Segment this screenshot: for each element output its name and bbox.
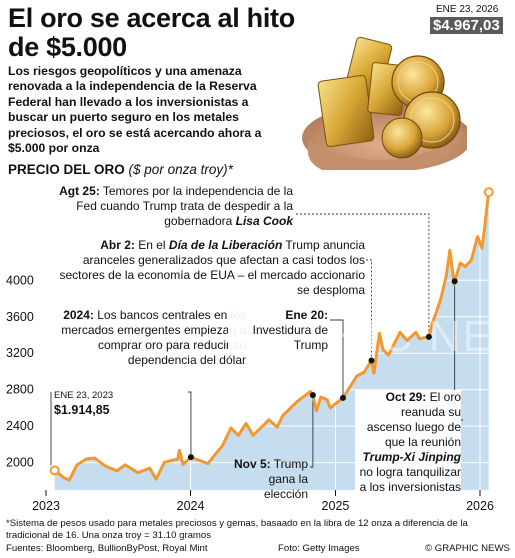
annotation-text: Los bancos centrales en los mercados eme… xyxy=(61,308,246,367)
x-tick-label: 2023 xyxy=(32,499,60,513)
annotation-emphasis: Lisa Cook xyxy=(235,214,293,228)
annotation-text: Temores por la independencia de la Fed c… xyxy=(76,184,293,228)
end-price-label: $4.967,03 xyxy=(430,17,503,34)
price-line xyxy=(53,191,491,482)
annotation-text: Trump gana la elección xyxy=(263,457,308,501)
annotation-dot xyxy=(187,454,194,461)
annotation-leader xyxy=(366,259,372,361)
annotation-emphasis: Trump-Xi Jinping xyxy=(362,450,461,464)
annotation-date: Abr 2: xyxy=(100,238,135,252)
annotation-dot xyxy=(451,278,458,285)
photo-credit: Foto: Getty Images xyxy=(278,543,360,554)
annotation-text-after: no logra tanquilizar a los inversionista… xyxy=(359,465,461,494)
y-tick-label: 3200 xyxy=(6,346,34,360)
brand-credit: © GRAPHIC NEWS xyxy=(425,543,510,554)
end-date-label: ENE 23, 2026 xyxy=(436,4,499,15)
chart-subtitle: ($ por onza troy)* xyxy=(128,162,233,177)
annotation-dot xyxy=(425,333,432,340)
annotation-leader xyxy=(310,395,314,468)
sources: Fuentes: Bloomberg, BullionByPost, Royal… xyxy=(6,543,208,554)
annotation-markers xyxy=(49,187,494,476)
annotation-emphasis: Día de la Liberación xyxy=(168,238,283,252)
annotation-date: Agt 25: xyxy=(59,184,100,198)
x-axis: 2023 2024 2025 2026 xyxy=(32,490,494,513)
y-tick-label: 2000 xyxy=(6,456,34,470)
annotation-agt25: Agt 25: Temores por la independencia de … xyxy=(55,184,293,229)
start-price-label: $1.914,85 xyxy=(54,403,110,417)
intro-paragraph: Los riesgos geopolíticos y una amenaza r… xyxy=(8,64,262,156)
start-date-label: ENE 23, 2023 xyxy=(54,390,114,401)
annotation-text: Investidura de Trump xyxy=(252,323,328,352)
annotation-abr2: Abr 2: En el Día de la Liberación Trump … xyxy=(55,238,365,298)
footnote: *Sistema de pesos usado para metales pre… xyxy=(6,518,468,541)
x-tick-label: 2025 xyxy=(322,499,350,513)
chart-title-text: PRECIO DEL ORO xyxy=(8,162,125,177)
annotation-date: Ene 20: xyxy=(285,308,328,322)
annotation-dot xyxy=(339,394,346,401)
y-axis: 2000 2400 2800 3200 3600 4000 xyxy=(6,273,34,469)
y-tick-label: 3600 xyxy=(6,310,34,324)
start-point xyxy=(49,465,60,476)
annotation-date: Nov 5: xyxy=(233,457,271,471)
x-tick-label: 2026 xyxy=(466,499,494,513)
annotation-date: Oct 29: xyxy=(385,390,427,404)
annotation-leader xyxy=(296,213,430,337)
annotation-2024: 2024: Los bancos centrales en los mercad… xyxy=(55,308,246,368)
annotation-oct29: Oct 29: El oro reanuda su ascenso luego … xyxy=(355,390,461,495)
annotation-nov5: Nov 5: Trump gana la elección xyxy=(228,457,308,502)
annotation-text: En el xyxy=(134,238,169,252)
annotation-text-after: Trump anuncia aranceles generalizados qu… xyxy=(59,238,365,297)
annotation-leader xyxy=(330,319,344,398)
gold-bars-photo xyxy=(302,36,467,170)
annotation-text: El oro reanuda su ascenso luego de que l… xyxy=(366,390,461,449)
annotation-dot xyxy=(368,357,375,364)
end-point xyxy=(483,187,494,198)
y-tick-label: 2800 xyxy=(6,383,34,397)
annotation-date: 2024: xyxy=(63,308,94,322)
chart-title: PRECIO DEL ORO ($ por onza troy)* xyxy=(8,162,233,177)
x-tick-label: 2024 xyxy=(177,499,205,513)
annotation-dot xyxy=(309,392,316,399)
annotation-leader xyxy=(188,391,192,458)
headline: El oro se acerca al hito de $5.000 xyxy=(8,3,295,62)
price-line-path xyxy=(53,191,491,482)
y-tick-label: 4000 xyxy=(6,273,34,287)
y-tick-label: 2400 xyxy=(6,419,34,433)
annotation-ene20: Ene 20: Investidura de Trump xyxy=(228,308,328,353)
